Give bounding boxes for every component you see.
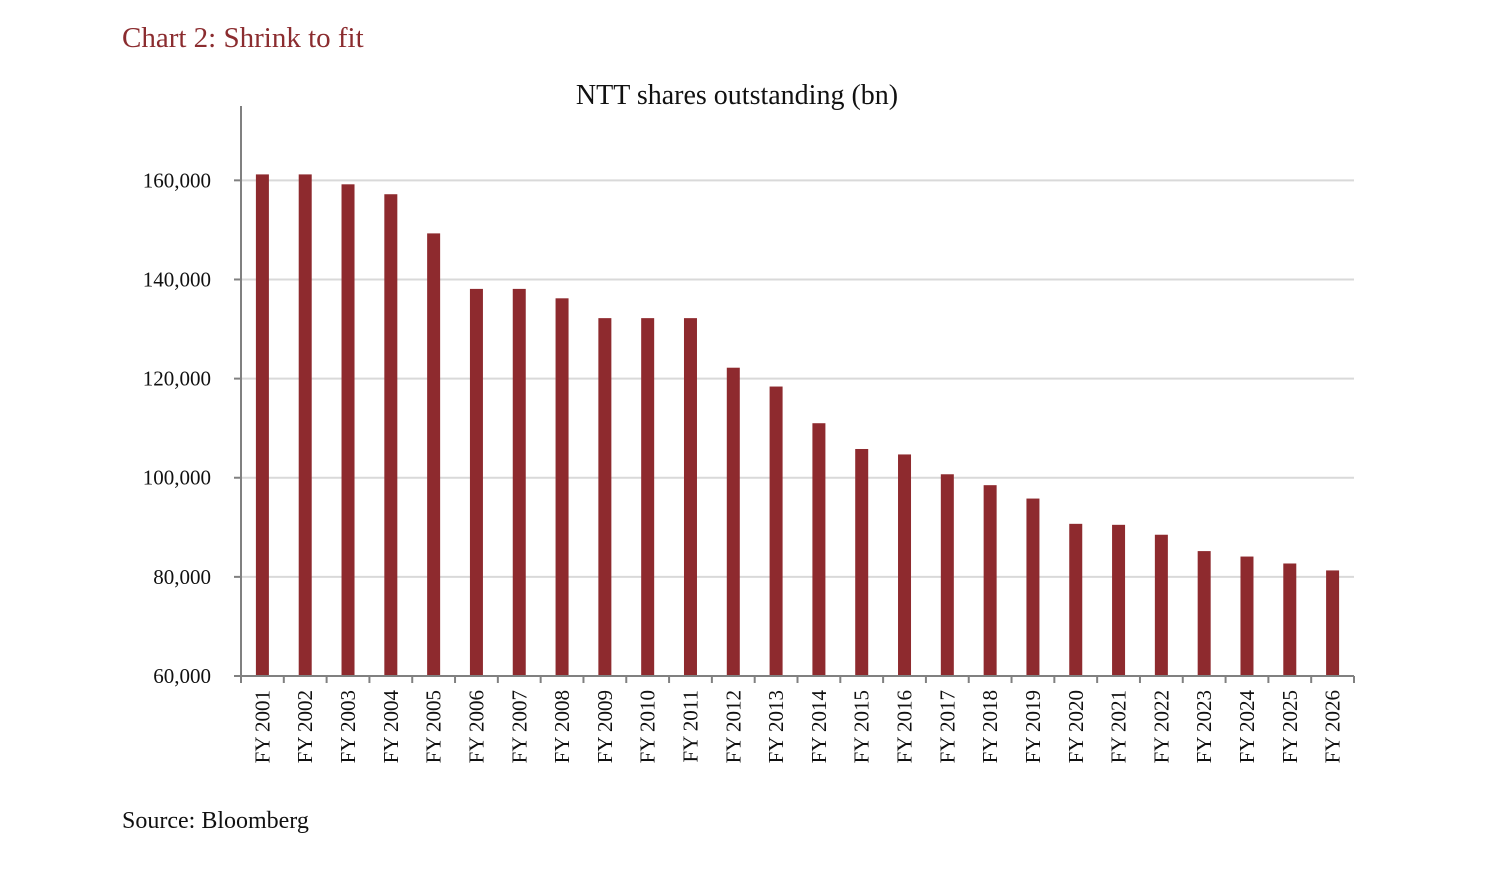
bar xyxy=(427,233,441,676)
chart-title: NTT shares outstanding (bn) xyxy=(576,80,898,111)
y-tick-label: 140,000 xyxy=(143,267,211,291)
x-tick-label: FY 2008 xyxy=(550,690,574,763)
axes xyxy=(234,106,1355,683)
bar xyxy=(641,318,655,676)
y-tick-label: 120,000 xyxy=(143,367,211,391)
bar xyxy=(1112,524,1126,676)
x-tick-label: FY 2017 xyxy=(935,690,959,763)
x-tick-label: FY 2026 xyxy=(1321,690,1345,763)
x-tick-label: FY 2009 xyxy=(593,690,617,763)
chart-heading: Chart 2: Shrink to fit xyxy=(122,22,364,54)
x-tick-label: FY 2007 xyxy=(507,690,531,763)
x-tick-label: FY 2014 xyxy=(807,690,831,764)
y-tick-label: 80,000 xyxy=(153,565,211,589)
bar xyxy=(983,485,997,676)
x-tick-label: FY 2013 xyxy=(764,690,788,763)
bar xyxy=(298,174,312,676)
bar xyxy=(855,448,869,676)
x-tick-label: FY 2001 xyxy=(250,690,274,763)
bar xyxy=(1240,556,1254,676)
bar xyxy=(1026,498,1040,676)
bar xyxy=(1283,563,1297,676)
x-tick-label: FY 2005 xyxy=(422,690,446,763)
x-tick-label: FY 2020 xyxy=(1064,690,1088,763)
bar xyxy=(812,423,826,676)
bar xyxy=(555,298,569,676)
x-tick-label: FY 2006 xyxy=(464,690,488,763)
x-tick-label: FY 2018 xyxy=(978,690,1002,763)
bar xyxy=(940,474,954,676)
bar xyxy=(898,454,912,676)
x-tick-label: FY 2016 xyxy=(893,690,917,763)
bar xyxy=(341,184,355,676)
bar xyxy=(384,194,398,677)
x-tick-label: FY 2010 xyxy=(636,690,660,763)
bar xyxy=(1197,551,1211,676)
bar xyxy=(469,288,483,676)
y-tick-labels: 60,000 80,000 100,000 120,000 140,000 160,000 xyxy=(143,168,211,688)
x-tick-label: FY 2012 xyxy=(721,690,745,763)
grid-lines xyxy=(241,179,1354,578)
source-note: Source: Bloomberg xyxy=(122,808,309,834)
x-tick-label: FY 2024 xyxy=(1235,690,1259,764)
y-tick-label: 160,000 xyxy=(143,168,211,192)
x-tick-label: FY 2004 xyxy=(379,690,403,764)
x-tick-label: FY 2025 xyxy=(1278,690,1302,763)
bar xyxy=(726,367,740,676)
x-tick-label: FY 2022 xyxy=(1149,690,1173,763)
x-tick-label: FY 2015 xyxy=(850,690,874,763)
bar xyxy=(512,288,526,676)
bar xyxy=(683,318,697,676)
x-tick-label: FY 2011 xyxy=(678,690,702,763)
y-tick-label: 60,000 xyxy=(153,664,211,688)
bar xyxy=(1154,534,1168,676)
bar xyxy=(598,318,612,676)
x-tick-label: FY 2019 xyxy=(1021,690,1045,763)
x-tick-labels: FY 2001 FY 2002 FY 2003 FY 2004 FY 2005 FY 20… xyxy=(250,690,1344,764)
bar xyxy=(255,174,269,676)
bar xyxy=(769,386,783,676)
bars xyxy=(255,174,1340,677)
x-tick-label: FY 2023 xyxy=(1192,690,1216,763)
bar xyxy=(1326,570,1340,676)
y-tick-label: 100,000 xyxy=(143,466,211,490)
x-tick-label: FY 2021 xyxy=(1107,690,1131,763)
x-tick-label: FY 2002 xyxy=(293,690,317,763)
x-tick-label: FY 2003 xyxy=(336,690,360,763)
bar xyxy=(1069,523,1083,676)
